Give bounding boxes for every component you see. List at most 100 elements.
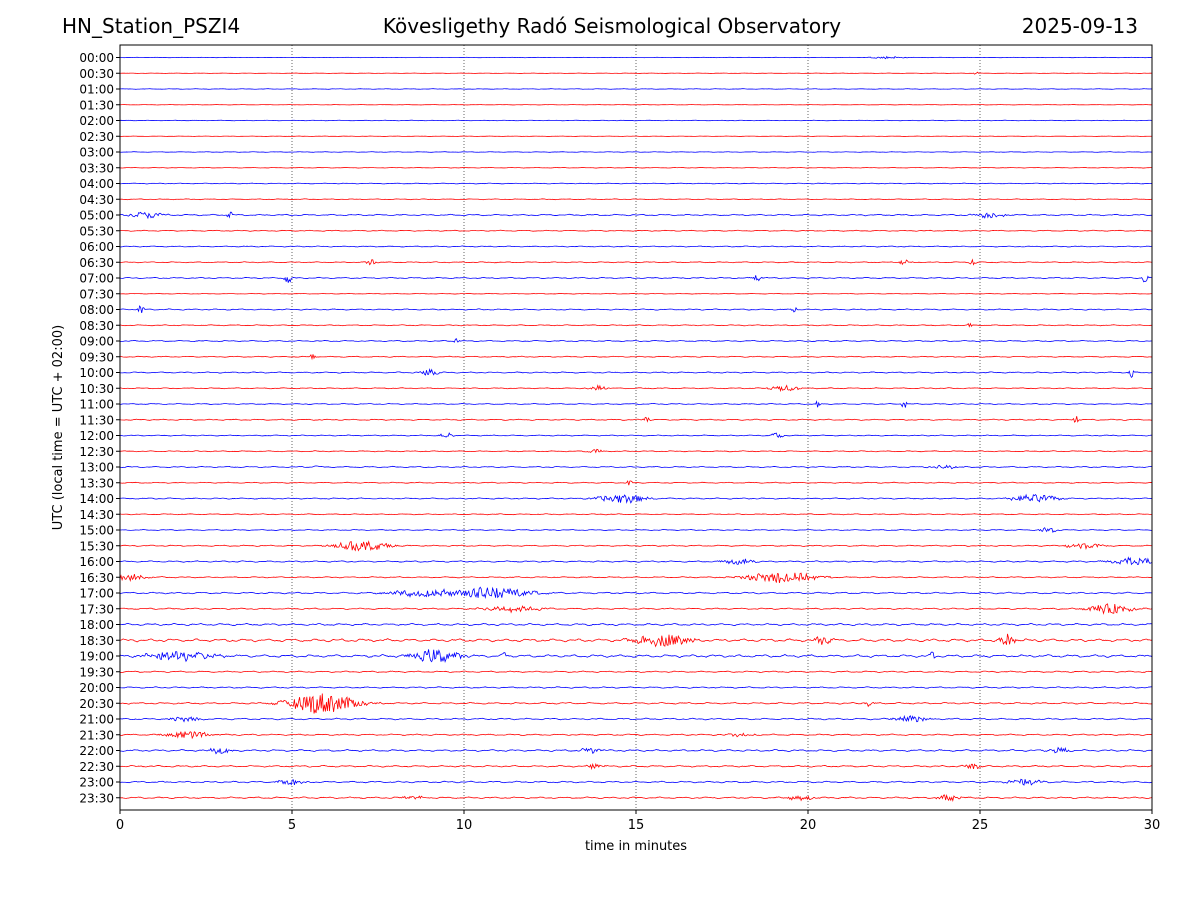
trace-line — [119, 322, 1153, 328]
y-tick-label: 04:30 — [79, 193, 114, 207]
x-tick-label: 10 — [456, 818, 473, 833]
y-tick-label: 05:30 — [79, 224, 114, 238]
trace-line — [119, 368, 1153, 379]
y-tick-label: 03:00 — [79, 146, 114, 160]
y-tick-label: 11:30 — [79, 413, 114, 427]
trace-line — [119, 622, 1153, 627]
trace-line — [119, 55, 1153, 60]
trace-line — [119, 416, 1153, 423]
trace-line — [119, 198, 1153, 201]
trace-line — [119, 633, 1153, 648]
y-tick-label: 21:00 — [79, 713, 114, 727]
trace-line — [119, 211, 1153, 220]
trace-line — [119, 693, 1153, 714]
y-tick-label: 18:30 — [79, 634, 114, 648]
y-tick-label: 16:00 — [79, 555, 114, 569]
trace-line — [119, 293, 1153, 295]
grid-layer — [291, 45, 981, 810]
x-tick-label: 5 — [288, 818, 296, 833]
trace-line — [119, 353, 1153, 361]
trace-line — [119, 746, 1153, 755]
y-tick-label: 10:30 — [79, 382, 114, 396]
y-tick-label: 08:30 — [79, 319, 114, 333]
x-tick-label: 15 — [628, 818, 645, 833]
y-tick-label: 04:00 — [79, 177, 114, 191]
trace-line — [119, 338, 1153, 343]
trace-line — [119, 182, 1153, 185]
trace-line — [119, 493, 1153, 504]
trace-line — [119, 603, 1153, 615]
y-tick-label: 00:30 — [79, 67, 114, 81]
trace-line — [119, 540, 1153, 552]
trace-line — [119, 229, 1153, 232]
trace-line — [119, 245, 1153, 248]
y-tick-label: 16:30 — [79, 571, 114, 585]
y-tick-label: 09:00 — [79, 335, 114, 349]
trace-line — [119, 527, 1153, 534]
y-tick-label: 15:30 — [79, 539, 114, 553]
y-tick-label: 02:00 — [79, 114, 114, 128]
trace-line — [119, 572, 1153, 584]
trace-line — [119, 778, 1153, 786]
trace-line — [119, 513, 1153, 516]
trace-line — [119, 762, 1153, 771]
y-tick-label: 20:30 — [79, 697, 114, 711]
y-tick-label: 13:00 — [79, 461, 114, 475]
trace-line — [119, 731, 1153, 740]
y-tick-label: 12:00 — [79, 429, 114, 443]
y-tick-label: 00:00 — [79, 51, 114, 65]
x-tick-label: 0 — [116, 818, 124, 833]
y-tick-label: 14:00 — [79, 492, 114, 506]
trace-line — [119, 400, 1153, 408]
y-tick-label: 02:30 — [79, 130, 114, 144]
y-tick-label: 14:30 — [79, 508, 114, 522]
y-tick-label: 22:00 — [79, 744, 114, 758]
trace-line — [119, 794, 1153, 803]
trace-line — [119, 119, 1153, 122]
x-tick-label: 20 — [800, 818, 817, 833]
trace-line — [119, 649, 1153, 664]
y-tick-label: 21:30 — [79, 728, 114, 742]
trace-line — [119, 686, 1153, 689]
y-tick-label: 12:30 — [79, 445, 114, 459]
trace-line — [119, 167, 1153, 169]
y-tick-label: 10:00 — [79, 366, 114, 380]
y-axis-label: UTC (local time = UTC + 02:00) — [51, 325, 66, 530]
y-tick-label: 06:30 — [79, 256, 114, 270]
trace-line — [119, 714, 1153, 723]
trace-line — [119, 586, 1153, 599]
station-title: HN_Station_PSZI4 — [62, 14, 241, 38]
y-tick-label: 07:00 — [79, 272, 114, 286]
y-tick-label: 09:30 — [79, 350, 114, 364]
y-tick-label: 01:30 — [79, 98, 114, 112]
trace-line — [119, 88, 1153, 90]
trace-line — [119, 151, 1153, 153]
date-title: 2025-09-13 — [1021, 14, 1138, 38]
trace-line — [119, 432, 1153, 438]
y-tick-label: 19:30 — [79, 665, 114, 679]
trace-line — [119, 258, 1153, 266]
trace-line — [119, 448, 1153, 454]
y-tick-label: 17:30 — [79, 602, 114, 616]
trace-line — [119, 384, 1153, 393]
y-tick-label: 17:00 — [79, 587, 114, 601]
trace-layer — [119, 55, 1153, 803]
trace-line — [119, 305, 1153, 313]
y-tick-label: 13:30 — [79, 476, 114, 490]
y-tick-label: 23:30 — [79, 791, 114, 805]
y-tick-label: 08:00 — [79, 303, 114, 317]
x-tick-label: 30 — [1144, 818, 1161, 833]
y-tick-label: 20:00 — [79, 681, 114, 695]
x-tick-layer: 0 5 10 15 20 25 30 — [116, 810, 1160, 833]
y-tick-label: 15:00 — [79, 524, 114, 538]
y-tick-label: 18:00 — [79, 618, 114, 632]
y-tick-label: 23:00 — [79, 776, 114, 790]
x-tick-label: 25 — [972, 818, 989, 833]
trace-line — [119, 71, 1153, 75]
trace-line — [119, 556, 1153, 566]
y-tick-label: 22:30 — [79, 760, 114, 774]
trace-line — [119, 480, 1153, 486]
y-tick-label: 19:00 — [79, 650, 114, 664]
